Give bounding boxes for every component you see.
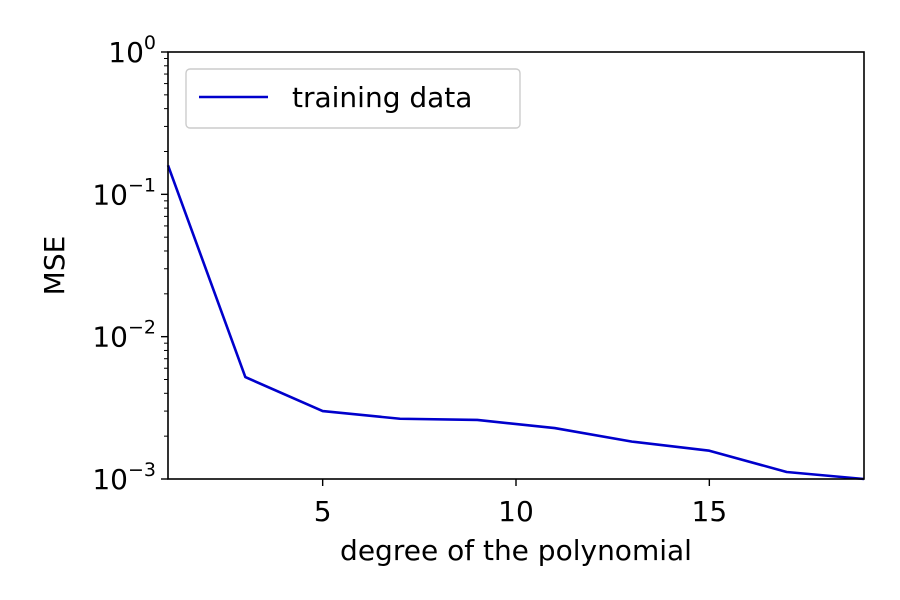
y-tick-exponent: −1: [128, 174, 156, 196]
plot-frame: [167, 51, 865, 480]
series-layer: [166, 164, 865, 481]
y-tick-base: 10: [92, 463, 128, 496]
legend: training data: [185, 68, 521, 129]
series-line: [166, 164, 865, 481]
y-tick-label: 10−3: [92, 459, 156, 496]
y-axis-label: MSE: [38, 236, 71, 296]
y-tick-label: 100: [108, 32, 156, 69]
y-tick-base: 10: [92, 321, 128, 354]
y-tick-base: 10: [92, 178, 128, 211]
x-tick-label: 15: [692, 495, 728, 528]
y-tick-exponent: −2: [128, 317, 156, 339]
x-axis-label: degree of the polynomial: [340, 534, 692, 567]
legend-box: [185, 68, 521, 129]
y-tick-exponent: −3: [128, 459, 156, 481]
y-tick-label: 10−2: [92, 317, 156, 354]
y-tick-exponent: 0: [144, 32, 156, 54]
y-tick-base: 10: [108, 36, 144, 69]
x-tick-label: 10: [498, 495, 534, 528]
legend-label: training data: [292, 81, 472, 114]
y-tick-label: 10−1: [92, 174, 156, 211]
x-tick-label: 5: [314, 495, 332, 528]
